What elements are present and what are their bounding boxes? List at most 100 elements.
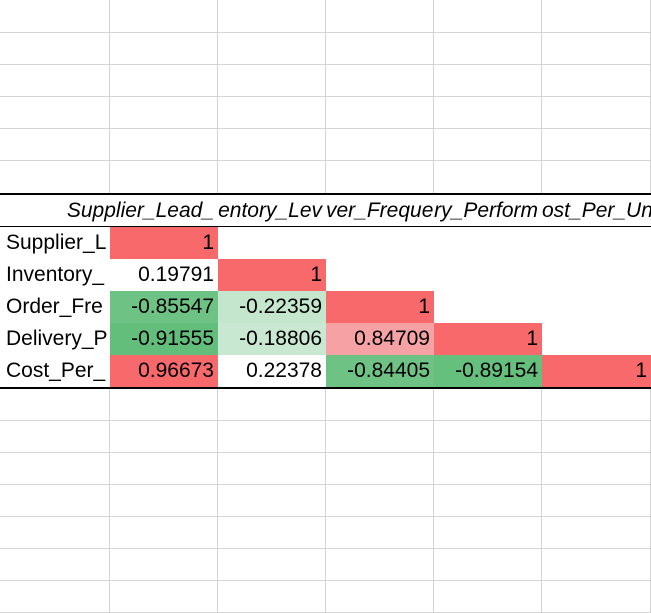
grid-cell[interactable] [110,161,218,194]
grid-cell[interactable] [434,129,542,161]
header-cell[interactable]: ost_Per_Un [542,199,651,222]
grid-cell[interactable] [542,517,651,549]
corr-cell[interactable]: -0.89154 [434,355,542,387]
grid-cell[interactable] [0,485,110,517]
grid-cell[interactable] [542,33,651,65]
grid-cell[interactable] [110,549,218,581]
grid-cell[interactable] [542,453,651,485]
corr-cell[interactable]: -0.85547 [110,291,218,323]
grid-cell[interactable] [434,517,542,549]
grid-cell[interactable] [542,421,651,453]
grid-cell[interactable] [326,161,434,194]
corr-cell[interactable] [434,227,542,259]
grid-cell[interactable] [110,0,218,33]
grid-cell[interactable] [110,65,218,97]
corr-cell[interactable] [542,323,651,355]
grid-cell[interactable] [218,453,326,485]
row-label[interactable]: Delivery_P [6,327,108,350]
corr-cell[interactable]: 0.22378 [218,355,326,387]
grid-cell[interactable] [434,581,542,613]
corr-cell[interactable]: 1 [326,291,434,323]
grid-cell[interactable] [434,453,542,485]
grid-cell[interactable] [218,97,326,129]
grid-cell[interactable] [218,161,326,194]
grid-cell[interactable] [110,421,218,453]
grid-cell[interactable] [326,97,434,129]
corr-cell[interactable] [434,259,542,291]
grid-cell[interactable] [110,485,218,517]
grid-cell[interactable] [218,129,326,161]
corr-cell[interactable]: -0.91555 [110,323,218,355]
grid-cell[interactable] [218,485,326,517]
corr-cell[interactable]: -0.84405 [326,355,434,387]
corr-cell[interactable]: 0.96673 [110,355,218,387]
grid-cell[interactable] [326,517,434,549]
grid-cell[interactable] [434,33,542,65]
corr-cell[interactable] [542,259,651,291]
header-cell[interactable]: Supplier_Lead_ [67,195,218,226]
grid-cell[interactable] [326,581,434,613]
grid-cell[interactable] [434,485,542,517]
grid-cell[interactable] [218,0,326,33]
grid-cell[interactable] [542,485,651,517]
grid-cell[interactable] [218,549,326,581]
grid-cell[interactable] [326,421,434,453]
grid-cell[interactable] [542,0,651,33]
corr-cell[interactable]: 0.84709 [326,323,434,355]
grid-cell[interactable] [434,97,542,129]
grid-cell[interactable] [0,517,110,549]
corr-cell[interactable] [542,291,651,323]
row-label[interactable]: Cost_Per_ [6,359,106,382]
corr-cell[interactable] [326,227,434,259]
header-cell[interactable]: entory_Lev [218,199,322,222]
grid-cell[interactable] [110,389,218,421]
corr-cell[interactable]: 1 [110,227,218,259]
grid-cell[interactable] [218,421,326,453]
grid-cell[interactable] [110,33,218,65]
grid-cell[interactable] [218,33,326,65]
row-label[interactable]: Inventory_ [6,263,105,286]
corr-cell[interactable] [218,227,326,259]
grid-cell[interactable] [218,517,326,549]
corr-cell[interactable]: -0.18806 [218,323,326,355]
grid-cell[interactable] [110,517,218,549]
grid-cell[interactable] [542,129,651,161]
corr-cell[interactable]: 0.19791 [110,259,218,291]
grid-cell[interactable] [0,65,110,97]
grid-cell[interactable] [0,421,110,453]
grid-cell[interactable] [110,97,218,129]
grid-cell[interactable] [542,581,651,613]
corr-cell[interactable] [434,291,542,323]
grid-cell[interactable] [434,65,542,97]
grid-cell[interactable] [0,581,110,613]
corr-cell[interactable] [542,227,651,259]
grid-cell[interactable] [434,389,542,421]
grid-cell[interactable] [218,389,326,421]
grid-cell[interactable] [0,97,110,129]
grid-cell[interactable] [110,453,218,485]
header-cell[interactable]: ry_Perform [434,199,538,222]
grid-cell[interactable] [326,0,434,33]
header-cell[interactable]: ver_Frequen [326,199,434,222]
grid-cell[interactable] [542,65,651,97]
grid-cell[interactable] [110,129,218,161]
corr-cell[interactable]: -0.22359 [218,291,326,323]
grid-cell[interactable] [542,389,651,421]
grid-cell[interactable] [542,161,651,194]
grid-cell[interactable] [0,0,110,33]
grid-cell[interactable] [434,549,542,581]
row-label[interactable]: Order_Fre [6,295,103,318]
grid-cell[interactable] [0,389,110,421]
grid-cell[interactable] [326,129,434,161]
grid-cell[interactable] [0,33,110,65]
grid-cell[interactable] [326,33,434,65]
grid-cell[interactable] [0,549,110,581]
row-label[interactable]: Supplier_L [6,231,107,254]
grid-cell[interactable] [542,549,651,581]
grid-cell[interactable] [326,389,434,421]
grid-cell[interactable] [434,421,542,453]
grid-cell[interactable] [326,453,434,485]
corr-cell[interactable]: 1 [218,259,326,291]
grid-cell[interactable] [434,161,542,194]
grid-cell[interactable] [542,97,651,129]
